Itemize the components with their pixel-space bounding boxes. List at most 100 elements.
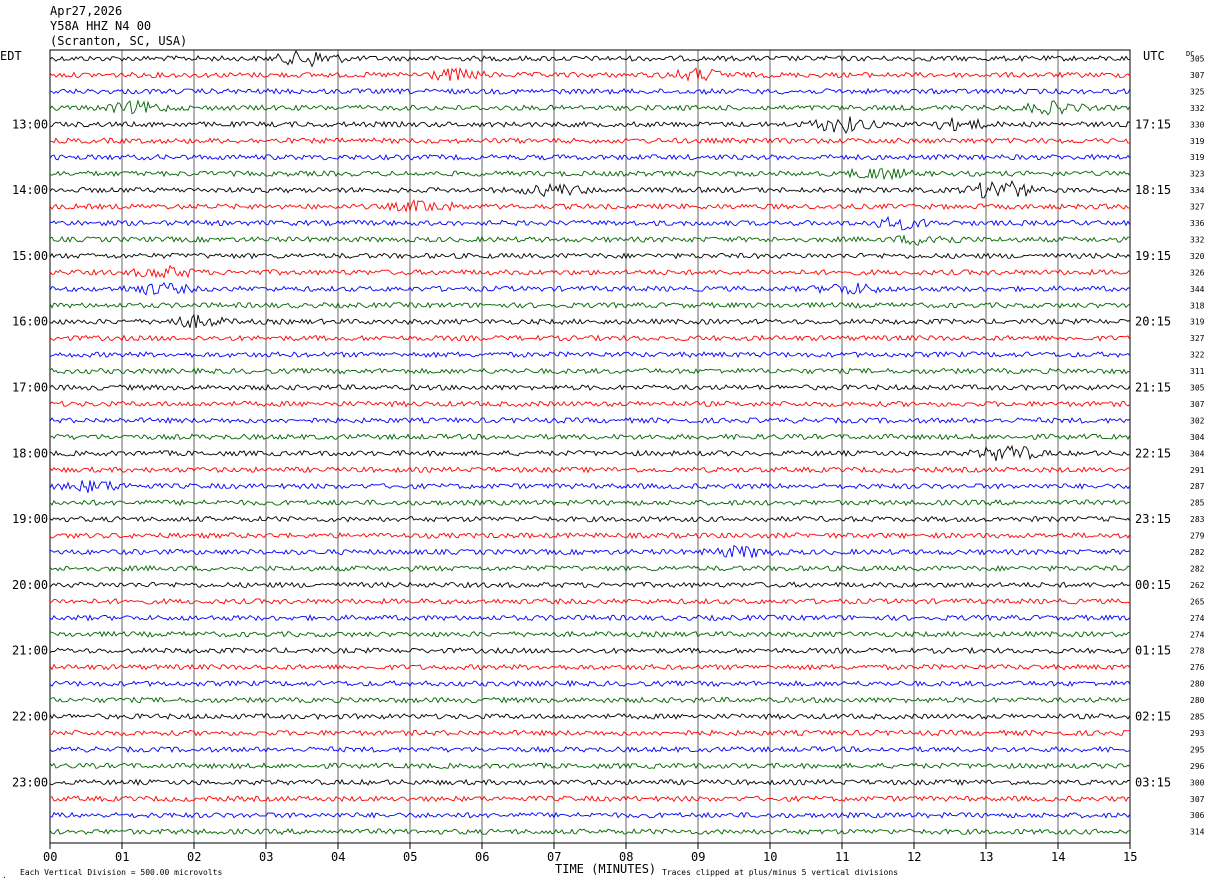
dc-offset-value: 327 <box>1190 334 1205 343</box>
dc-offset-value: 307 <box>1190 795 1205 804</box>
dc-offset-value: 302 <box>1190 416 1205 425</box>
right-hour-label: 22:15 <box>1135 446 1171 460</box>
x-tick-label: 02 <box>187 850 201 864</box>
trace-line <box>49 416 1131 425</box>
left-hour-label: 21:00 <box>12 644 48 658</box>
left-hour-label: 23:00 <box>12 775 48 789</box>
x-tick-label: 13 <box>979 850 993 864</box>
dc-offset-value: 285 <box>1190 713 1205 722</box>
trace-line <box>49 252 1131 260</box>
header-station: Y58A HHZ N4 00 <box>50 19 152 33</box>
dc-offset-value: 305 <box>1190 55 1205 64</box>
left-hour-label: 13:00 <box>12 117 48 131</box>
corner-mark: . <box>2 871 7 880</box>
trace-line <box>49 679 1131 688</box>
trace-line <box>49 646 1131 655</box>
trace-line <box>49 795 1131 803</box>
trace-line <box>49 264 1131 279</box>
dc-offset-value: 278 <box>1190 647 1205 656</box>
dc-offset-value: 305 <box>1190 384 1205 393</box>
right-hour-label: 20:15 <box>1135 315 1171 329</box>
dc-offset-value: 282 <box>1190 548 1205 557</box>
dc-offset-value: 344 <box>1190 285 1205 294</box>
trace-line <box>49 215 1131 231</box>
grid-lines <box>49 49 1131 844</box>
dc-offset-value: 262 <box>1190 581 1205 590</box>
dc-offset-value: 265 <box>1190 597 1205 606</box>
trace-line <box>49 116 1131 134</box>
trace-line <box>49 400 1131 408</box>
trace-line <box>49 199 1130 213</box>
trace-line <box>49 99 1131 116</box>
trace-line <box>49 515 1131 523</box>
scale-note: Each Vertical Division = 500.00 microvol… <box>20 868 222 877</box>
trace-line <box>49 282 1131 296</box>
dc-offset-value: 306 <box>1190 811 1205 820</box>
dc-offset-value: 280 <box>1190 696 1205 705</box>
dc-offset-value: 311 <box>1190 367 1205 376</box>
dc-offset-value: 274 <box>1190 630 1205 639</box>
plot-frame <box>49 49 1131 844</box>
dc-offset-value: 276 <box>1190 663 1205 672</box>
dc-offset-value: 307 <box>1190 400 1205 409</box>
x-tick-label: 04 <box>331 850 345 864</box>
trace-line <box>49 713 1131 721</box>
dc-offset-value: 336 <box>1190 219 1205 228</box>
dc-offset-value: 274 <box>1190 614 1205 623</box>
trace-line <box>49 544 1131 559</box>
dc-offset-value: 332 <box>1190 235 1205 244</box>
left-hour-label: 20:00 <box>12 578 48 592</box>
x-tick-label: 10 <box>763 850 777 864</box>
right-hour-label: 02:15 <box>1135 710 1171 724</box>
right-hour-label: 17:15 <box>1135 117 1171 131</box>
dc-offset-value: 295 <box>1190 745 1205 754</box>
trace-line <box>49 137 1131 145</box>
right-hour-label: 21:15 <box>1135 381 1171 395</box>
trace-line <box>49 696 1131 704</box>
trace-line <box>49 383 1131 392</box>
x-tick-label: 14 <box>1051 850 1065 864</box>
trace-line <box>49 351 1131 359</box>
dc-offset-value: 304 <box>1190 433 1205 442</box>
dc-offset-value: 304 <box>1190 449 1205 458</box>
left-hour-label: 19:00 <box>12 512 48 526</box>
trace-line <box>49 480 1131 493</box>
dc-offset-value: 322 <box>1190 351 1205 360</box>
clip-note: Traces clipped at plus/minus 5 vertical … <box>662 868 898 877</box>
header-date: Apr27,2026 <box>50 4 123 18</box>
right-hour-label: 23:15 <box>1135 512 1171 526</box>
dc-offset-value: 326 <box>1190 268 1205 277</box>
trace-line <box>49 444 1131 462</box>
right-hour-label: 01:15 <box>1135 644 1171 658</box>
right-hour-label: 00:15 <box>1135 578 1171 592</box>
x-tick-label: 11 <box>835 850 849 864</box>
trace-line <box>49 499 1131 507</box>
trace-line <box>49 614 1131 622</box>
dc-offset-value: 282 <box>1190 564 1205 573</box>
trace-line <box>49 630 1131 638</box>
dc-offset-value: 280 <box>1190 680 1205 689</box>
trace-line <box>49 67 1131 82</box>
dc-offset-value: 319 <box>1190 318 1205 327</box>
trace-line <box>49 301 1131 309</box>
left-hour-label: 16:00 <box>12 315 48 329</box>
x-tick-label: 09 <box>691 850 705 864</box>
left-hour-label: 15:00 <box>12 249 48 263</box>
trace-line <box>49 433 1131 441</box>
trace-line <box>49 87 1131 96</box>
dc-offset-value: 279 <box>1190 532 1205 541</box>
left-hour-label: 14:00 <box>12 183 48 197</box>
trace-line <box>49 745 1131 754</box>
dc-offset-value: 285 <box>1190 499 1205 508</box>
x-axis: 00 01 02 03 04 05 06 07 08 09 10 11 12 13 14 15 <box>43 843 1137 864</box>
trace-line <box>49 811 1131 819</box>
right-hour-label: 19:15 <box>1135 249 1171 263</box>
x-tick-label: 03 <box>259 850 273 864</box>
trace-line <box>49 180 1131 199</box>
dc-offset-value: 330 <box>1190 120 1205 129</box>
right-timezone-label: UTC <box>1143 49 1165 63</box>
x-axis-label: TIME (MINUTES) <box>555 862 656 876</box>
trace-line <box>49 828 1131 836</box>
trace-line <box>49 564 1131 573</box>
dc-offset-value: 287 <box>1190 482 1205 491</box>
